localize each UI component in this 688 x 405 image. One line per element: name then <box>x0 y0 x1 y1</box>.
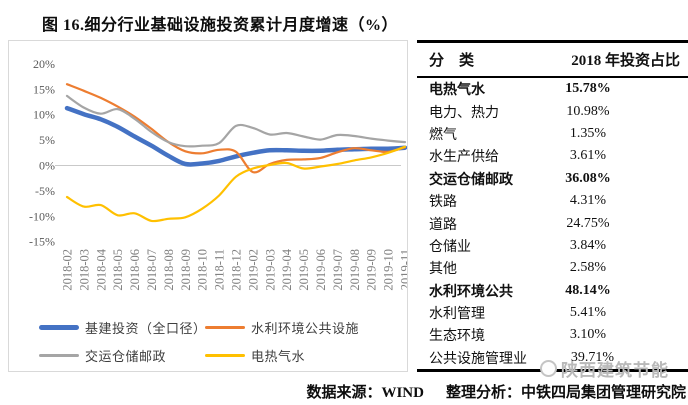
table-row: 其他 2.58% <box>417 257 688 279</box>
series-line <box>65 94 407 148</box>
line-chart: 20%15%10%5%0%-5%-10%-15%2018-02 2018-03 20… <box>29 57 408 291</box>
y-tick-label: 10% <box>33 108 55 122</box>
y-tick-label: 5% <box>39 133 55 147</box>
row-share-value: 15.78% <box>565 81 611 97</box>
table-header-category: 分 类 <box>429 53 475 69</box>
x-tick-label: 2019-11 <box>399 249 408 290</box>
table-row: 水生产供给 3.61% <box>417 145 688 167</box>
series-line <box>65 83 407 174</box>
row-share-value: 3.10% <box>569 327 607 343</box>
legend-line-swatch <box>39 325 79 330</box>
legend-item: 交运仓储邮政 <box>39 346 166 365</box>
legend-item: 水利环境公共设施 <box>205 318 359 337</box>
x-tick-label: 2018-12 <box>230 249 244 291</box>
x-tick-label: 2019-08 <box>348 249 362 291</box>
table-row: 生态环境 3.10% <box>417 324 688 346</box>
y-tick-label: 0% <box>39 159 55 173</box>
chart-panel: 20% 15% 10% 5% 0% -5% -10% -15% 2018-02 2018-03 20… <box>8 40 408 372</box>
row-category-label: 电力、热力 <box>429 105 499 121</box>
legend-label: 水利环境公共设施 <box>251 321 360 336</box>
table-header-row: 分 类 2018 年投资占比 <box>417 43 688 78</box>
row-share-value: 3.84% <box>569 237 607 253</box>
y-tick-label: -5% <box>35 184 55 198</box>
series-line <box>65 145 407 223</box>
table-row: 水利管理 5.41% <box>417 302 688 324</box>
x-tick-label: 2018-06 <box>128 249 142 291</box>
x-tick-label: 2019-04 <box>280 248 294 290</box>
row-category-label: 仓储业 <box>429 239 471 255</box>
legend-label: 交运仓储邮政 <box>85 349 167 364</box>
row-share-value: 39.71% <box>570 349 615 365</box>
table-row: 电热气水 15.78% <box>417 78 688 100</box>
legend-line-swatch <box>39 354 79 357</box>
row-category-label: 铁路 <box>429 195 457 211</box>
table-row: 电力、热力 10.98% <box>417 100 688 122</box>
y-tick-label: 15% <box>33 82 55 96</box>
row-category-label: 公共设施管理业 <box>429 351 527 367</box>
x-tick-label: 2019-03 <box>263 249 277 291</box>
x-tick-label: 2019-05 <box>297 249 311 291</box>
footer: 数据来源：WIND 整理分析：中铁四局集团管理研究院 <box>306 381 686 402</box>
x-tick-label: 2018-03 <box>77 249 91 291</box>
row-share-value: 5.41% <box>569 305 607 321</box>
x-tick-label: 2018-02 <box>61 249 75 291</box>
x-tick-label: 2018-05 <box>111 249 125 291</box>
watermark: 陕西建筑节能 <box>540 356 669 381</box>
legend-label: 电热气水 <box>251 349 306 364</box>
table-row: 仓储业 3.84% <box>417 235 688 257</box>
y-tick-label: 20% <box>33 57 55 71</box>
row-category-label: 其他 <box>429 262 457 278</box>
legend-item: 电热气水 <box>205 346 305 365</box>
row-share-value: 48.14% <box>565 282 611 298</box>
legend-line-swatch <box>205 326 245 329</box>
row-category-label: 水利环境公共 <box>429 284 513 300</box>
legend-label: 基建投资（全口径） <box>85 321 207 336</box>
data-source-label: 数据来源：WIND <box>306 385 424 401</box>
x-tick-label: 2018-11 <box>213 249 227 290</box>
watermark-logo-icon <box>540 360 557 377</box>
row-share-value: 1.35% <box>569 125 607 141</box>
row-share-value: 10.98% <box>566 103 610 119</box>
row-share-value: 36.08% <box>565 170 611 186</box>
row-category-label: 水生产供给 <box>429 150 499 166</box>
analysis-credit-label: 整理分析：中铁四局集团管理研究院 <box>445 385 686 401</box>
y-tick-label: -10% <box>29 209 55 223</box>
x-tick-label: 2019-10 <box>382 249 396 291</box>
x-tick-label: 2019-09 <box>365 249 379 291</box>
row-share-value: 3.61% <box>569 148 607 164</box>
table-header-share: 2018 年投资占比 <box>571 53 680 69</box>
table-row: 燃气 1.35% <box>417 123 688 145</box>
row-category-label: 交运仓储邮政 <box>429 172 513 188</box>
x-tick-label: 2018-04 <box>94 248 108 290</box>
table-row: 公共设施管理业 39.71% <box>417 347 688 369</box>
table-row: 交运仓储邮政 36.08% <box>417 168 688 190</box>
x-tick-label: 2019-07 <box>331 249 345 291</box>
table-body: 电热气水 15.78% 电力、热力 10.98% 燃气 1.35% 水生产供给 3.61% 交运… <box>417 78 688 369</box>
investment-share-table: 分 类 2018 年投资占比 电热气水 15.78% 电力、热力 10.98% 燃气 1.… <box>417 40 688 373</box>
x-tick-label: 2018-10 <box>196 249 210 291</box>
x-tick-label: 2019-06 <box>314 249 328 291</box>
chart-title: 图 16.细分行业基础设施投资累计月度增速（%） <box>41 17 398 34</box>
watermark-text: 陕西建筑节能 <box>561 361 669 380</box>
x-tick-label: 2018-09 <box>179 249 193 291</box>
row-category-label: 水利管理 <box>429 307 485 323</box>
row-share-value: 24.75% <box>566 215 610 231</box>
table-row: 水利环境公共 48.14% <box>417 280 688 302</box>
row-category-label: 生态环境 <box>429 329 485 345</box>
row-category-label: 道路 <box>429 217 457 233</box>
legend-item: 基建投资（全口径） <box>39 318 207 337</box>
y-tick-label: -15% <box>29 235 55 249</box>
row-category-label: 电热气水 <box>429 83 485 99</box>
x-tick-label: 2018-07 <box>145 249 159 291</box>
table-row: 铁路 4.31% <box>417 190 688 212</box>
x-tick-label: 2018-08 <box>162 249 176 291</box>
row-share-value: 4.31% <box>569 193 607 209</box>
legend-line-swatch <box>205 354 245 357</box>
table-row: 道路 24.75% <box>417 212 688 234</box>
row-share-value: 2.58% <box>569 260 607 276</box>
row-category-label: 燃气 <box>429 127 457 143</box>
x-tick-label: 2019-02 <box>246 249 260 291</box>
